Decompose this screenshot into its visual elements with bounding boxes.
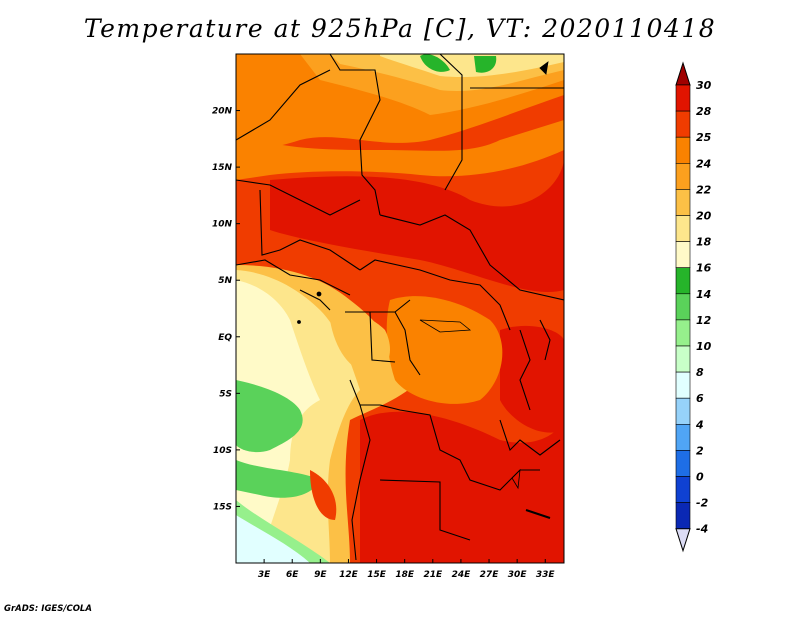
colorbar-label: 10: [696, 340, 712, 353]
y-tick-label: 10S: [213, 446, 232, 456]
colorbar-swatch: [675, 502, 691, 530]
colorbar-label: 22: [696, 183, 712, 196]
colorbar-swatch: [675, 293, 691, 321]
x-axis: 3E 6E 9E 12E 15E 18E 21E 24E 27E 30E 33E: [258, 559, 556, 580]
colorbar-label: 18: [696, 236, 712, 249]
colorbar-swatch: [675, 371, 691, 399]
colorbar-label: -4: [696, 523, 708, 536]
colorbar-swatch: [675, 215, 691, 242]
colorbar-swatch: [675, 476, 691, 503]
colorbar-swatch: [675, 163, 691, 190]
colorbar-label: 4: [695, 418, 704, 431]
colorbar-swatch: [675, 189, 691, 216]
x-tick-label: 18E: [395, 570, 415, 580]
colorbar-label: 6: [696, 392, 704, 405]
colorbar-swatch: [675, 397, 691, 425]
chart-title: Temperature at 925hPa [C], VT: 202011041…: [83, 14, 717, 43]
y-tick-label: 20N: [212, 107, 233, 117]
colorbar-swatch: [675, 241, 691, 269]
colorbar-label: 16: [696, 262, 712, 275]
x-tick-label: 6E: [286, 570, 299, 580]
x-tick-label: 12E: [339, 570, 359, 580]
colorbar-swatch: [675, 450, 691, 477]
y-tick-label: 10N: [212, 220, 233, 230]
y-tick-label: EQ: [218, 333, 232, 343]
colorbar-swatch: [675, 423, 691, 451]
x-tick-label: 3E: [258, 570, 271, 580]
x-tick-label: 33E: [536, 570, 556, 580]
map-frame: [235, 53, 565, 564]
colorbar-label: 24: [696, 157, 711, 170]
colorbar-label: 20: [696, 210, 712, 223]
y-tick-label: 15N: [212, 163, 233, 173]
y-tick-label: 15S: [213, 502, 232, 512]
colorbar-label: 2: [696, 444, 704, 457]
colorbar-swatch: [675, 319, 691, 347]
x-tick-label: 15E: [367, 570, 387, 580]
colorbar-label: -2: [696, 497, 709, 510]
colorbar-label: 0: [696, 471, 704, 484]
coastline-details: [297, 61, 551, 519]
colorbar-bottom-arrow: [675, 528, 691, 553]
colorbar-swatch: [675, 345, 691, 373]
y-axis: 20N 15N 10N 5N EQ 5S 10S 15S: [212, 107, 240, 512]
colorbar-label: 30: [696, 79, 712, 92]
x-tick-label: 30E: [508, 570, 528, 580]
colorbar-label: 28: [696, 105, 712, 118]
y-tick-label: 5S: [219, 389, 232, 399]
colorbar-label: 8: [696, 366, 704, 379]
x-tick-label: 21E: [423, 570, 443, 580]
colorbar-label: 14: [696, 288, 711, 301]
colorbar-swatch: [675, 84, 691, 112]
x-tick-label: 9E: [314, 570, 327, 580]
country-borders: [236, 54, 564, 561]
colorbar-swatch: [675, 110, 691, 138]
colorbar-swatch: [675, 267, 691, 295]
colorbar-label: 25: [696, 131, 712, 144]
colorbar-top-arrow: [675, 61, 691, 86]
colorbar-label: 12: [696, 314, 712, 327]
x-tick-label: 27E: [480, 570, 500, 580]
colorbar-swatch: [675, 136, 691, 164]
y-tick-label: 5N: [218, 276, 232, 286]
x-tick-label: 24E: [452, 570, 472, 580]
grads-credit: GrADS: IGES/COLA: [4, 604, 92, 614]
